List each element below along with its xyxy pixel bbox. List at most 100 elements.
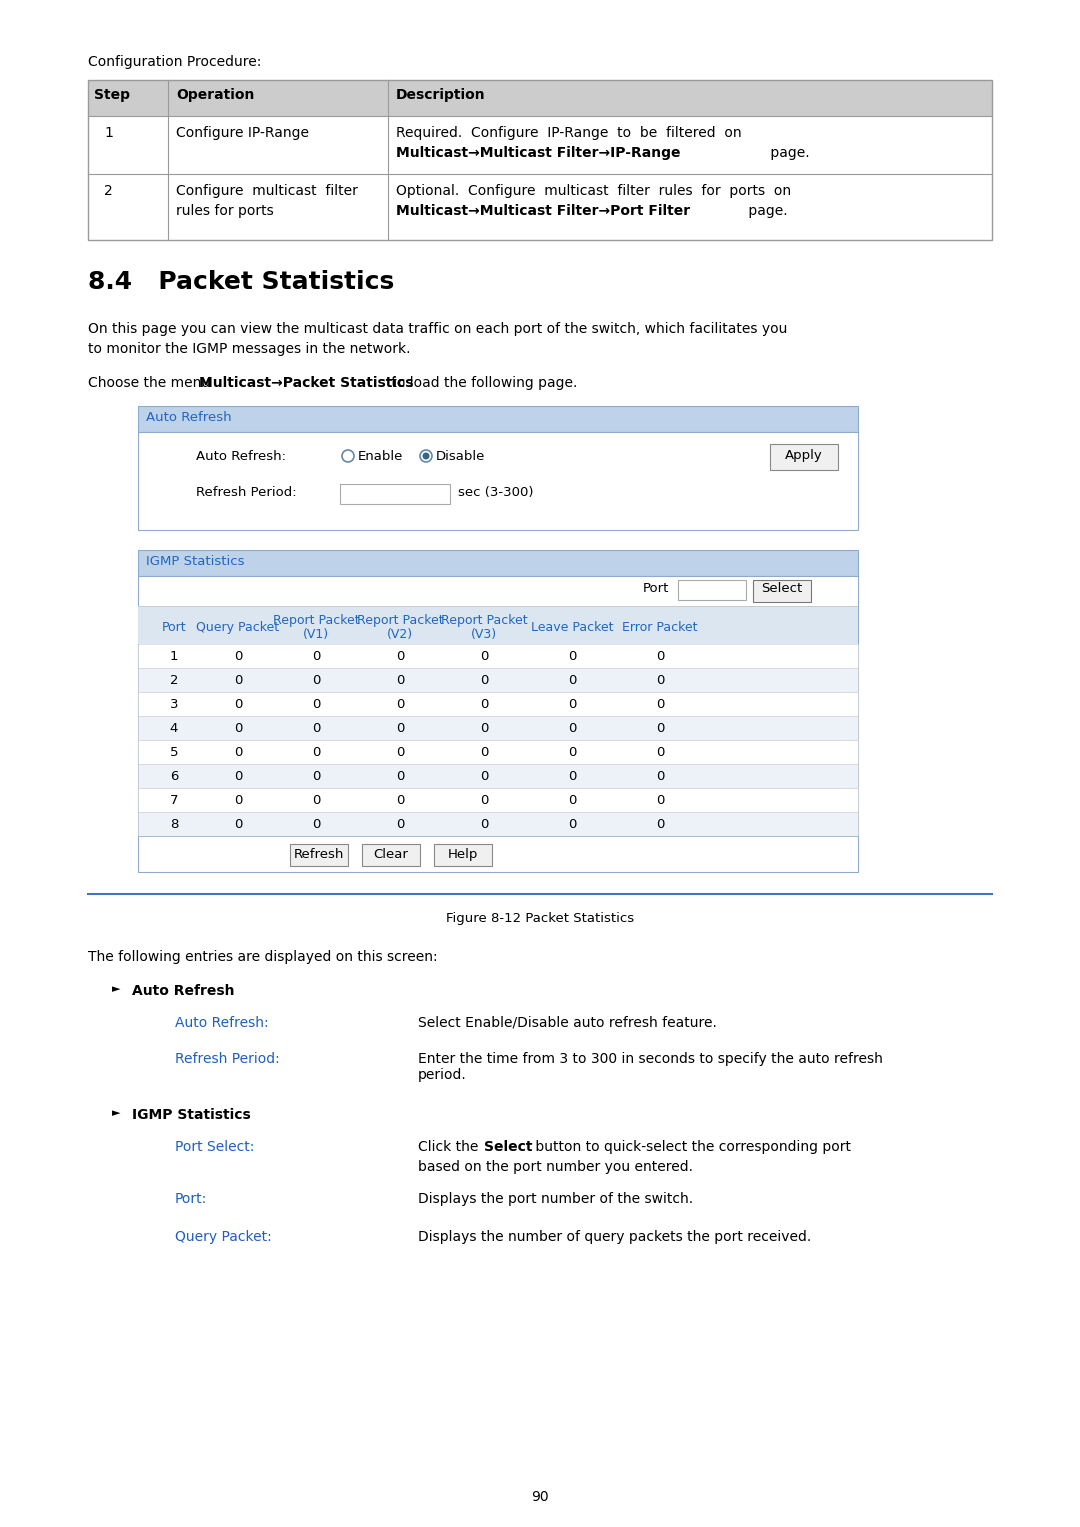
Text: Configuration Procedure:: Configuration Procedure:: [87, 55, 261, 69]
Text: Port: Port: [162, 621, 187, 634]
Text: Required.  Configure  IP-Range  to  be  filtered  on: Required. Configure IP-Range to be filte…: [396, 127, 742, 140]
Text: 0: 0: [480, 651, 488, 663]
Text: Disable: Disable: [436, 450, 485, 463]
Text: (V2): (V2): [387, 628, 413, 641]
Text: Auto Refresh: Auto Refresh: [146, 411, 231, 425]
Text: Error Packet: Error Packet: [622, 621, 698, 634]
Text: Description: Description: [396, 89, 486, 102]
Text: button to quick-select the corresponding port: button to quick-select the corresponding…: [531, 1141, 851, 1154]
Text: Port Select:: Port Select:: [175, 1141, 255, 1154]
Text: 0: 0: [233, 722, 242, 734]
Text: Auto Refresh:: Auto Refresh:: [195, 450, 286, 463]
Bar: [138, 432, 858, 530]
Text: 0: 0: [480, 794, 488, 806]
Text: (V3): (V3): [471, 628, 497, 641]
Bar: [138, 716, 858, 741]
Text: Refresh Period:: Refresh Period:: [175, 1052, 280, 1066]
Text: 0: 0: [656, 722, 664, 734]
Text: Port: Port: [643, 582, 670, 596]
Text: 0: 0: [233, 747, 242, 759]
Text: 0: 0: [395, 673, 404, 687]
Text: 0: 0: [656, 770, 664, 783]
Text: 0: 0: [312, 794, 320, 806]
Text: page.: page.: [766, 147, 810, 160]
Text: Configure IP-Range: Configure IP-Range: [176, 127, 309, 140]
Text: 3: 3: [170, 698, 178, 712]
Text: ►: ►: [112, 1109, 121, 1118]
Text: 0: 0: [233, 818, 242, 831]
Text: Leave Packet: Leave Packet: [530, 621, 613, 634]
Text: to monitor the IGMP messages in the network.: to monitor the IGMP messages in the netw…: [87, 342, 410, 356]
Text: 2: 2: [104, 183, 112, 199]
Text: Report Packet: Report Packet: [356, 614, 443, 628]
Text: Displays the port number of the switch.: Displays the port number of the switch.: [418, 1193, 693, 1206]
Text: Enter the time from 3 to 300 in seconds to specify the auto refresh
period.: Enter the time from 3 to 300 in seconds …: [418, 1052, 882, 1083]
Text: to load the following page.: to load the following page.: [387, 376, 578, 389]
Bar: [678, 580, 746, 600]
Text: Select: Select: [761, 582, 802, 596]
Text: Multicast→Multicast Filter→Port Filter: Multicast→Multicast Filter→Port Filter: [396, 205, 690, 218]
Text: 0: 0: [568, 770, 577, 783]
Text: 0: 0: [312, 722, 320, 734]
Bar: [770, 444, 838, 470]
Bar: [291, 844, 348, 866]
Text: 0: 0: [656, 818, 664, 831]
Bar: [138, 550, 858, 576]
Text: 0: 0: [568, 651, 577, 663]
Circle shape: [422, 452, 430, 460]
Text: IGMP Statistics: IGMP Statistics: [132, 1109, 251, 1122]
Text: rules for ports: rules for ports: [176, 205, 273, 218]
Text: 0: 0: [568, 698, 577, 712]
Bar: [138, 667, 858, 692]
Text: Choose the menu: Choose the menu: [87, 376, 215, 389]
Text: 7: 7: [170, 794, 178, 806]
Text: 0: 0: [656, 747, 664, 759]
Text: 0: 0: [395, 651, 404, 663]
Text: 0: 0: [395, 747, 404, 759]
Text: Select Enable/Disable auto refresh feature.: Select Enable/Disable auto refresh featu…: [418, 1015, 717, 1031]
Text: 0: 0: [656, 698, 664, 712]
Text: 0: 0: [312, 770, 320, 783]
Text: 0: 0: [395, 722, 404, 734]
Text: based on the port number you entered.: based on the port number you entered.: [418, 1161, 693, 1174]
Bar: [87, 79, 993, 116]
Circle shape: [420, 450, 432, 463]
Text: 0: 0: [656, 794, 664, 806]
Text: 0: 0: [395, 818, 404, 831]
Text: IGMP Statistics: IGMP Statistics: [146, 554, 244, 568]
Text: 5: 5: [170, 747, 178, 759]
Text: Report Packet: Report Packet: [441, 614, 527, 628]
Text: 8: 8: [170, 818, 178, 831]
Text: 0: 0: [233, 698, 242, 712]
Text: 0: 0: [480, 747, 488, 759]
Text: 0: 0: [480, 818, 488, 831]
Text: Optional.  Configure  multicast  filter  rules  for  ports  on: Optional. Configure multicast filter rul…: [396, 183, 792, 199]
Text: sec (3-300): sec (3-300): [458, 486, 534, 499]
Bar: [138, 406, 858, 432]
Text: 1: 1: [104, 127, 113, 140]
Bar: [138, 606, 858, 644]
Text: 0: 0: [395, 770, 404, 783]
Bar: [87, 116, 993, 174]
Text: Help: Help: [448, 847, 478, 861]
Text: Figure 8-12 Packet Statistics: Figure 8-12 Packet Statistics: [446, 912, 634, 925]
Bar: [87, 79, 993, 240]
Text: Displays the number of query packets the port received.: Displays the number of query packets the…: [418, 1231, 811, 1245]
Text: (V1): (V1): [302, 628, 329, 641]
Text: 0: 0: [568, 747, 577, 759]
Text: 0: 0: [568, 794, 577, 806]
Text: 0: 0: [312, 698, 320, 712]
Text: Select: Select: [484, 1141, 532, 1154]
Bar: [340, 484, 450, 504]
Text: 0: 0: [568, 673, 577, 687]
Text: Auto Refresh: Auto Refresh: [132, 983, 234, 999]
Bar: [138, 812, 858, 835]
Text: 0: 0: [312, 747, 320, 759]
Bar: [138, 788, 858, 812]
Text: Enable: Enable: [357, 450, 403, 463]
Text: 0: 0: [312, 673, 320, 687]
Text: Configure  multicast  filter: Configure multicast filter: [176, 183, 357, 199]
Text: Query Packet:: Query Packet:: [175, 1231, 272, 1245]
Text: 6: 6: [170, 770, 178, 783]
Text: Auto Refresh:: Auto Refresh:: [175, 1015, 269, 1031]
